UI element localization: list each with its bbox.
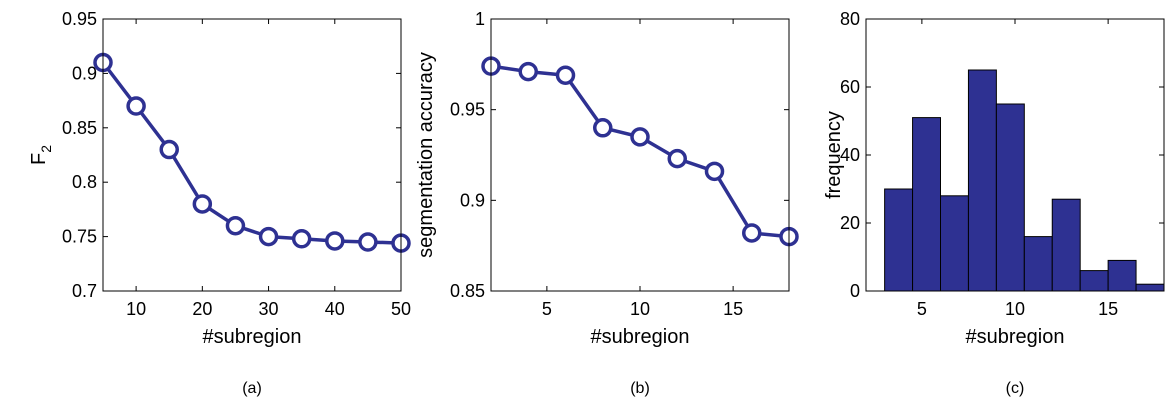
panel-a-data-point: [325, 231, 345, 251]
panel-b-data-point: [704, 161, 725, 182]
panel-a-xtick-label: 10: [126, 299, 146, 319]
panel-a-data-point: [258, 226, 279, 247]
panel-a-ytick-label: 0.85: [62, 118, 97, 138]
panel-a-ytick-label: 0.95: [62, 9, 97, 29]
panel-b-caption: (b): [630, 380, 650, 397]
panel-a-xlabel: #subregion: [203, 326, 302, 348]
panel-a-ytick-label: 0.75: [62, 227, 97, 247]
panel-c-histogram-bar: [940, 195, 969, 292]
panel-c-ytick-label: 60: [840, 77, 860, 97]
panel-b-xtick-label: 15: [723, 299, 743, 319]
panel-c-ytick-label: 40: [840, 145, 860, 165]
panel-a-data-point: [159, 139, 179, 160]
panel-a-series-line: [101, 61, 402, 245]
panel-c-histogram-bar: [1107, 259, 1137, 292]
panel-a-ytick-label: 0.9: [72, 63, 97, 83]
panel-a-xtick-label: 20: [192, 299, 212, 319]
panel-a-ticks: 0.7 0.75 0.8 0.85 0.9 0.95 10 20 30 40 50: [62, 9, 411, 319]
panel-a-xtick-label: 30: [259, 299, 279, 319]
panel-a-caption: (a): [242, 380, 262, 397]
panel-a-data-point: [225, 215, 246, 236]
panel-c-xtick-label: 5: [917, 299, 927, 319]
panel-c-histogram-bar: [1135, 283, 1165, 292]
panel-a-xtick-label: 50: [391, 299, 411, 319]
panel-c-caption: (c): [1006, 380, 1025, 397]
panel-b-data-point: [742, 223, 762, 243]
panel-b-ytick-label: 0.95: [450, 100, 485, 120]
panel-c-marks: [884, 69, 1165, 292]
panel-b-series-line: [490, 64, 790, 239]
panel-a-ylabel-subscript: 2: [38, 145, 54, 153]
panel-a-xtick-label: 40: [325, 299, 345, 319]
panel-b-marks: [481, 56, 799, 247]
panel-c-xlabel: #subregion: [966, 326, 1065, 348]
panel-c-xtick-label: 15: [1098, 299, 1118, 319]
panel-b-data-point: [555, 65, 576, 85]
panel-c-ytick-label: 20: [840, 213, 860, 233]
panel-c-xtick-label: 10: [1005, 299, 1025, 319]
panel-c-histogram-bar: [884, 188, 914, 292]
panel-c: 0 20 40 60 80 5 10 15 #subregion frequency (c): [823, 9, 1165, 397]
panel-a-data-point: [126, 96, 146, 116]
panel-a-data-point: [291, 229, 312, 249]
panel-a-data-point: [358, 232, 378, 252]
panel-b-xtick-label: 10: [630, 299, 650, 319]
panel-c-ylabel: frequency: [823, 111, 845, 199]
panel-a-marks: [93, 52, 411, 253]
panel-c-ytick-label: 0: [850, 281, 860, 301]
panel-c-histogram-bar: [912, 117, 941, 292]
panel-b-data-point: [518, 61, 538, 82]
panel-a: 0.7 0.75 0.8 0.85 0.9 0.95 10 20 30 40 50 #subregi…: [28, 9, 411, 397]
panel-c-histogram-bar: [1079, 270, 1109, 292]
panel-c-histogram-bar: [1051, 198, 1081, 292]
panel-c-frame: [865, 18, 1165, 292]
panel-a-data-point: [192, 194, 213, 214]
panel-c-histogram-bar: [995, 103, 1025, 292]
panel-b-ylabel: segmentation accuracy: [415, 52, 437, 258]
panel-a-ytick-label: 0.8: [72, 172, 97, 192]
panel-a-ylabel: F2: [28, 145, 54, 165]
panel-c-histogram-bar: [967, 69, 997, 292]
panel-c-ticks: 0 20 40 60 80 5 10 15: [840, 9, 1164, 319]
panel-b-data-point: [593, 118, 613, 138]
panel-b-data-point: [667, 148, 687, 169]
panel-b-ytick-label: 0.85: [450, 281, 485, 301]
panel-a-frame: [102, 18, 402, 292]
panel-b-xtick-label: 5: [542, 299, 552, 319]
panel-b-data-point: [630, 127, 650, 147]
panel-b-frame: [490, 18, 790, 292]
panel-b-ytick-label: 0.9: [460, 190, 485, 210]
panel-b-ytick-label: 1: [475, 9, 485, 29]
panel-c-histogram-bar: [1023, 236, 1053, 292]
panel-a-ytick-label: 0.7: [72, 281, 97, 301]
panel-b-xlabel: #subregion: [591, 326, 690, 348]
panel-a-ylabel-main: F: [28, 153, 50, 165]
panel-c-ytick-label: 80: [840, 9, 860, 29]
